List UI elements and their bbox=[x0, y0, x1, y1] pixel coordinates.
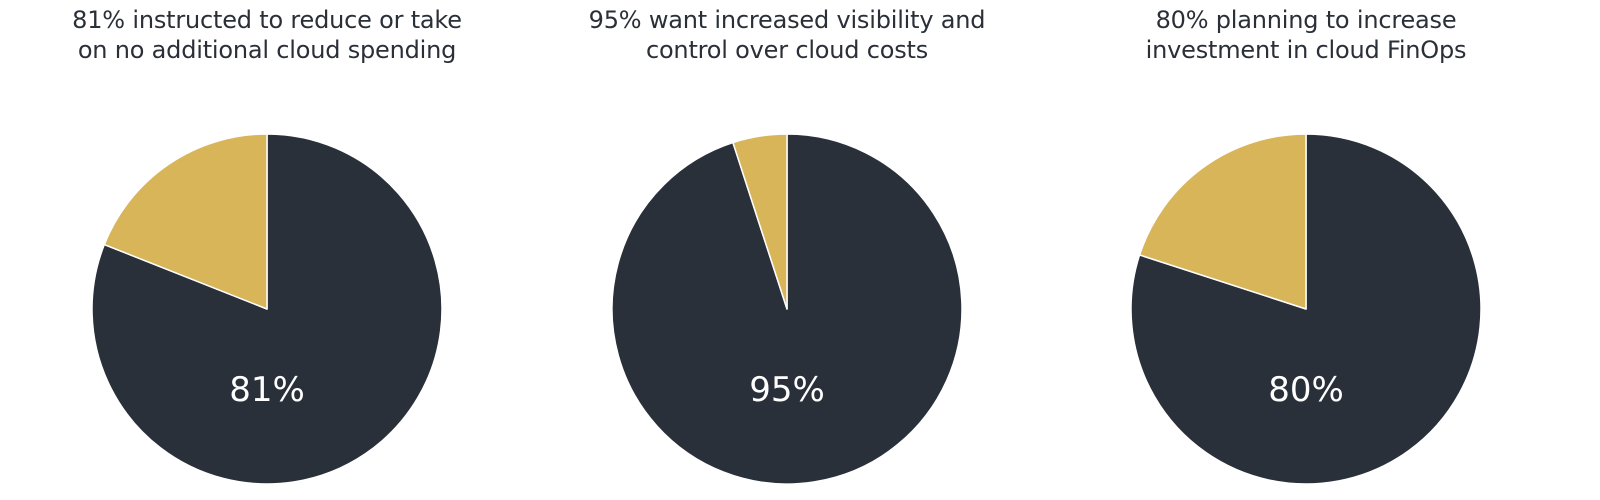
pie-data-label: 95% bbox=[749, 370, 825, 410]
pie-chart-svg: 95% bbox=[611, 133, 963, 485]
pie-chart-reduce-spending: 81% instructed to reduce or take on no a… bbox=[37, 0, 497, 500]
chart-title: 80% planning to increase investment in c… bbox=[1145, 6, 1467, 64]
pie-data-label: 80% bbox=[1268, 370, 1344, 410]
pie-slice-remainder bbox=[732, 133, 788, 310]
pie-chart-svg: 80% bbox=[1130, 133, 1482, 485]
pie-chart-svg: 81% bbox=[91, 133, 443, 485]
pie-chart-finops-investment: 80% planning to increase investment in c… bbox=[1076, 0, 1536, 500]
pie-slice-remainder bbox=[103, 133, 268, 310]
pie-data-label: 81% bbox=[229, 370, 305, 410]
chart-title: 81% instructed to reduce or take on no a… bbox=[72, 6, 462, 64]
pie-chart-visibility-control: 95% want increased visibility and contro… bbox=[557, 0, 1017, 500]
pie-slice-remainder bbox=[1138, 133, 1307, 310]
chart-title: 95% want increased visibility and contro… bbox=[588, 6, 986, 64]
